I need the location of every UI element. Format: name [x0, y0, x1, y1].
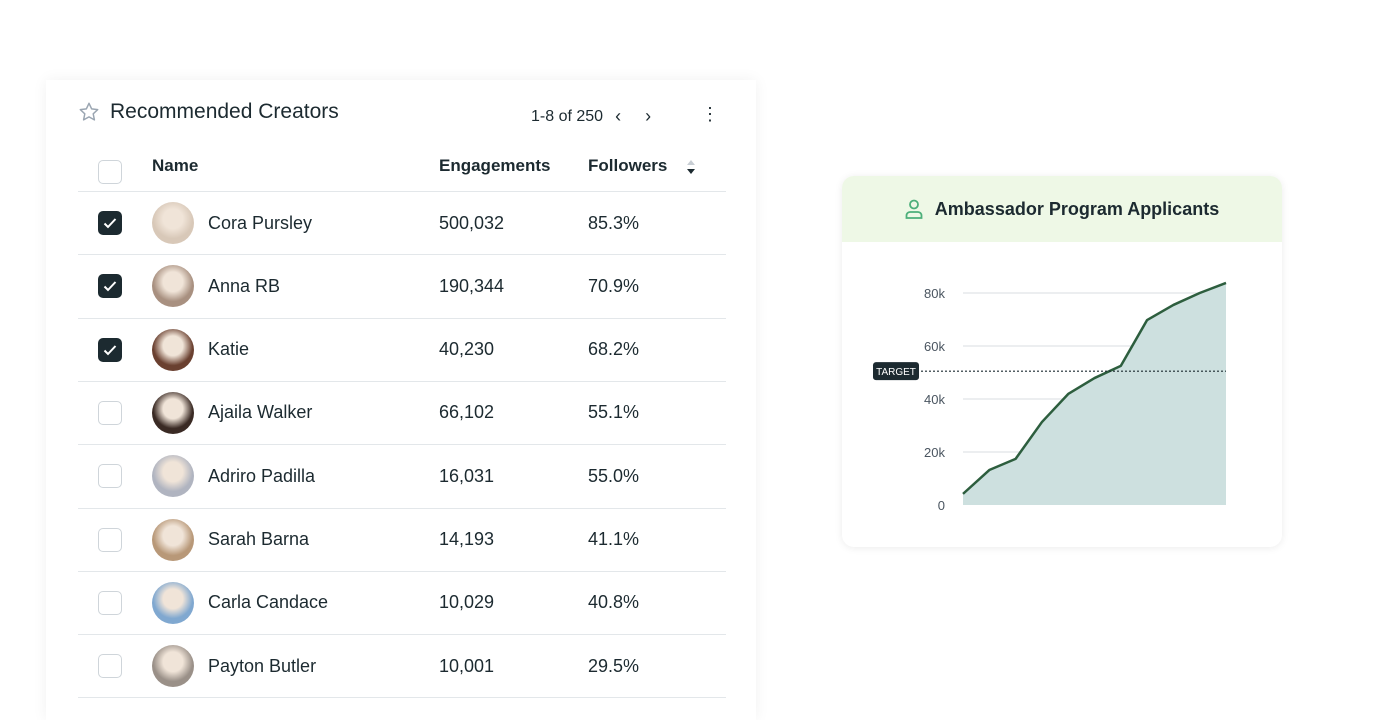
avatar: [152, 582, 194, 624]
avatar: [152, 455, 194, 497]
y-tick-label: 60k: [924, 339, 945, 354]
engagements-value: 66,102: [439, 402, 588, 423]
engagements-value: 16,031: [439, 466, 588, 487]
engagements-value: 190,344: [439, 276, 588, 297]
avatar: [152, 519, 194, 561]
table-row[interactable]: Sarah Barna 14,193 41.1%: [78, 508, 726, 571]
target-label: TARGET: [876, 367, 916, 378]
row-checkbox-cell: [78, 464, 142, 488]
creator-name[interactable]: Katie: [208, 339, 439, 360]
y-tick-label: 40k: [924, 392, 945, 407]
creator-name[interactable]: Carla Candace: [208, 592, 439, 613]
followers-value: 55.1%: [588, 402, 639, 423]
row-checkbox[interactable]: [98, 654, 122, 678]
area-chart: 0 20k 40k 60k 80k TARGET: [842, 242, 1282, 547]
chart-title: Ambassador Program Applicants: [935, 199, 1219, 220]
y-tick-label: 20k: [924, 445, 945, 460]
row-checkbox-cell: [78, 211, 142, 235]
engagements-value: 40,230: [439, 339, 588, 360]
engagements-value: 14,193: [439, 529, 588, 550]
y-tick-label: 80k: [924, 286, 945, 301]
sort-icon[interactable]: [686, 158, 696, 176]
more-vertical-icon[interactable]: ⋮: [700, 104, 720, 125]
avatar: [152, 329, 194, 371]
creator-name[interactable]: Anna RB: [208, 276, 439, 297]
table-row[interactable]: Cora Pursley 500,032 85.3%: [78, 191, 726, 254]
row-checkbox[interactable]: [98, 274, 122, 298]
creator-name[interactable]: Cora Pursley: [208, 213, 439, 234]
row-checkbox[interactable]: [98, 211, 122, 235]
avatar: [152, 265, 194, 307]
creator-name[interactable]: Payton Butler: [208, 656, 439, 677]
column-header-engagements[interactable]: Engagements: [439, 156, 550, 176]
table-row[interactable]: Adriro Padilla 16,031 55.0%: [78, 444, 726, 507]
row-checkbox-cell: [78, 401, 142, 425]
table-header: Recommended Creators: [78, 100, 339, 124]
select-all-checkbox[interactable]: [98, 160, 122, 184]
chevron-right-icon[interactable]: ›: [633, 106, 663, 127]
followers-value: 40.8%: [588, 592, 639, 613]
row-checkbox[interactable]: [98, 464, 122, 488]
column-header-followers[interactable]: Followers: [588, 156, 667, 176]
table-divider: [78, 697, 726, 698]
table-row[interactable]: Carla Candace 10,029 40.8%: [78, 571, 726, 634]
check-icon: [103, 344, 117, 356]
check-icon: [103, 217, 117, 229]
row-checkbox-cell: [78, 338, 142, 362]
row-checkbox[interactable]: [98, 591, 122, 615]
avatar: [152, 392, 194, 434]
avatar: [152, 202, 194, 244]
row-checkbox[interactable]: [98, 338, 122, 362]
row-checkbox-cell: [78, 528, 142, 552]
table-row[interactable]: Katie 40,230 68.2%: [78, 318, 726, 381]
creator-name[interactable]: Ajaila Walker: [208, 402, 439, 423]
check-icon: [103, 280, 117, 292]
creator-name[interactable]: Adriro Padilla: [208, 466, 439, 487]
followers-value: 70.9%: [588, 276, 639, 297]
row-checkbox[interactable]: [98, 401, 122, 425]
row-checkbox-cell: [78, 591, 142, 615]
creator-name[interactable]: Sarah Barna: [208, 529, 439, 550]
followers-value: 68.2%: [588, 339, 639, 360]
star-icon[interactable]: [78, 101, 100, 123]
followers-value: 55.0%: [588, 466, 639, 487]
avatar: [152, 645, 194, 687]
chart-card: Ambassador Program Applicants 0 20k 40k 60k…: [842, 176, 1282, 547]
engagements-value: 10,001: [439, 656, 588, 677]
engagements-value: 10,029: [439, 592, 588, 613]
area-fill: [963, 283, 1226, 505]
table-row[interactable]: Anna RB 190,344 70.9%: [78, 254, 726, 317]
engagements-value: 500,032: [439, 213, 588, 234]
row-checkbox[interactable]: [98, 528, 122, 552]
chart-card-header: Ambassador Program Applicants: [842, 176, 1282, 242]
chevron-left-icon[interactable]: ‹: [603, 106, 633, 127]
user-icon: [905, 199, 923, 219]
pagination-label: 1-8 of 250: [531, 108, 603, 126]
followers-value: 41.1%: [588, 529, 639, 550]
followers-value: 29.5%: [588, 656, 639, 677]
table-row[interactable]: Ajaila Walker 66,102 55.1%: [78, 381, 726, 444]
table-row[interactable]: Payton Butler 10,001 29.5%: [78, 634, 726, 697]
y-tick-label: 0: [938, 498, 945, 513]
row-checkbox-cell: [78, 274, 142, 298]
table-title: Recommended Creators: [110, 100, 339, 124]
row-checkbox-cell: [78, 654, 142, 678]
pagination: 1-8 of 250 ‹ ›: [531, 106, 663, 127]
followers-value: 85.3%: [588, 213, 639, 234]
column-header-name[interactable]: Name: [152, 156, 198, 176]
